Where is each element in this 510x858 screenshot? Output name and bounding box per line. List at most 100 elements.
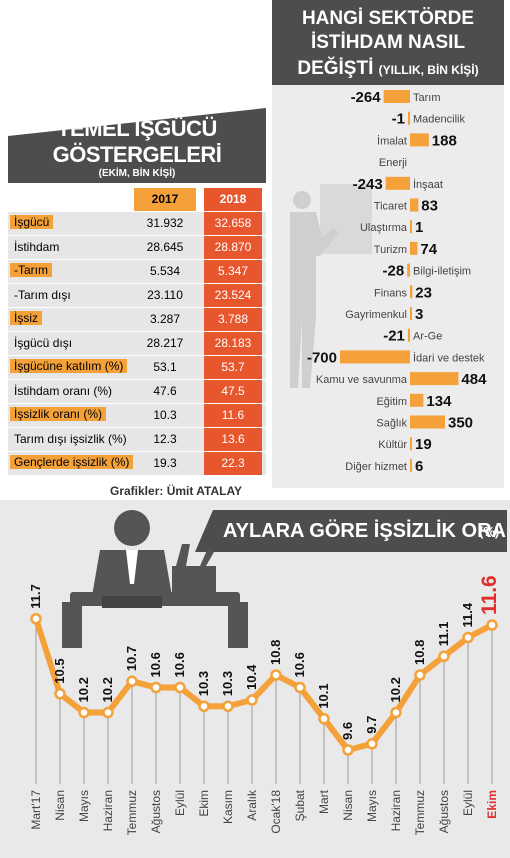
sector-category-label: Ulaştırma xyxy=(360,222,408,234)
x-tick-label: Temmuz xyxy=(413,790,427,835)
sector-value-label: -700 xyxy=(307,349,337,366)
data-point xyxy=(78,706,90,719)
data-point xyxy=(102,706,114,719)
labor-title-line1: TEMEL İŞGÜCÜ xyxy=(57,116,217,141)
table-row-2018: 11.6 xyxy=(204,404,262,427)
sector-title-box: HANGİ SEKTÖRDE İSTİHDAM NASIL DEĞİŞTİ (Y… xyxy=(272,0,504,85)
x-tick-label: Aralık xyxy=(245,789,259,821)
x-tick-label: Eylül xyxy=(173,790,187,816)
table-row-label: -Tarım dışı xyxy=(14,288,71,302)
sector-value-label: 134 xyxy=(426,393,452,410)
monthly-title: AYLARA GÖRE İŞSİZLİK ORANI xyxy=(223,520,510,542)
data-label: 10.7 xyxy=(124,646,139,671)
sector-category-label: Madencilik xyxy=(413,114,465,126)
sector-bar xyxy=(407,328,410,342)
x-tick-label: Mayıs xyxy=(365,790,379,822)
data-label: 10.8 xyxy=(412,640,427,665)
data-point xyxy=(438,650,450,662)
data-label: 10.1 xyxy=(316,683,331,708)
table-row-label: -Tarım xyxy=(10,263,52,277)
x-tick-label: Şubat xyxy=(293,789,307,821)
table-row-2018: 23.524 xyxy=(204,284,262,307)
sector-category-label: İmalat xyxy=(377,134,407,147)
sector-category-label: Ticaret xyxy=(374,201,407,213)
table-row: -Tarım 5.534 5.347 xyxy=(8,260,266,284)
sector-bar xyxy=(410,372,459,386)
data-label: 11.6 xyxy=(478,575,501,615)
header-2018: 2018 xyxy=(204,188,262,211)
sector-category-label: Sağlık xyxy=(376,418,407,430)
data-point xyxy=(222,700,234,712)
data-label: 11.1 xyxy=(436,622,451,647)
sector-panel: HANGİ SEKTÖRDE İSTİHDAM NASIL DEĞİŞTİ (Y… xyxy=(272,0,504,488)
data-label: 10.6 xyxy=(148,652,163,677)
data-point xyxy=(318,713,330,725)
presenter-silhouette-icon xyxy=(290,184,372,388)
table-row-2017: 3.287 xyxy=(149,312,181,326)
sector-title-line2: İSTİHDAM NASIL xyxy=(310,32,466,53)
table-row-2017: 5.534 xyxy=(149,264,181,278)
table-row-2017: 28.217 xyxy=(146,336,184,350)
worried-man-icon xyxy=(62,510,248,648)
data-label: 10.3 xyxy=(220,671,235,696)
table-row: İşsiz 3.287 3.788 xyxy=(8,308,266,332)
header-2017: 2017 xyxy=(134,188,196,211)
labor-subtitle: (EKİM, BİN KİŞİ) xyxy=(98,168,176,179)
sector-category-label: Tarım xyxy=(413,92,441,104)
sector-category-label: Gayrimenkul xyxy=(345,309,407,321)
table-row: -Tarım dışı 23.110 23.524 xyxy=(8,284,266,308)
table-row-label: İşsizlik oranı (%) xyxy=(10,407,107,421)
sector-value-label: 484 xyxy=(461,371,487,388)
table-header-row: 2017 2018 xyxy=(8,188,266,212)
sector-category-label: Eğitim xyxy=(376,396,407,408)
table-row-2017: 10.3 xyxy=(153,408,177,422)
box-icon xyxy=(172,544,216,596)
data-label: 10.3 xyxy=(196,671,211,696)
table-row-2017: 12.3 xyxy=(153,432,177,446)
x-tick-label: Ağustos xyxy=(149,790,163,833)
sector-category-label: Ar-Ge xyxy=(413,331,442,343)
x-tick-label: Haziran xyxy=(389,790,403,831)
labor-indicators-panel: TEMEL İŞGÜCÜ GÖSTERGELERİ (EKİM, BİN KİŞ… xyxy=(8,108,266,488)
sector-bar xyxy=(410,393,424,407)
sector-value-label: 74 xyxy=(420,241,437,258)
sector-value-label: -1 xyxy=(392,111,405,128)
labor-indicators-title-box: TEMEL İŞGÜCÜ GÖSTERGELERİ (EKİM, BİN KİŞ… xyxy=(8,108,266,183)
table-row-label: İşsiz xyxy=(10,311,42,325)
monthly-unemployment-panel xyxy=(0,500,510,858)
data-label: 10.6 xyxy=(172,652,187,677)
table-row: Gençlerde işsizlik (%) 19.3 22.3 xyxy=(8,452,266,476)
sector-chart: Tarım -264 Madencilik -1 İmalat 188 Enerji İnşa… xyxy=(290,89,487,475)
sector-value-label: -243 xyxy=(353,176,383,193)
table-row-label: Tarım dışı işsizlik (%) xyxy=(14,432,127,446)
sector-value-label: 19 xyxy=(415,436,432,453)
labor-title-line2: GÖSTERGELERİ xyxy=(52,142,222,167)
data-point xyxy=(246,694,258,706)
sector-value-label: 188 xyxy=(432,132,457,149)
x-tick-label: Ekim xyxy=(485,790,499,819)
sector-bar xyxy=(410,285,413,299)
sector-subtitle: (YILLIK, BİN KİŞİ) xyxy=(378,63,479,77)
sector-value-label: 1 xyxy=(415,219,423,236)
x-tick-label: Eylül xyxy=(461,790,475,816)
x-tick-label: Temmuz xyxy=(125,790,139,835)
sector-bar xyxy=(383,90,410,103)
table-row-2018: 28.870 xyxy=(204,236,262,259)
sector-category-label: Finans xyxy=(374,287,408,299)
table-row-2017: 47.6 xyxy=(153,384,177,398)
table-row-label: İstihdam xyxy=(14,240,60,254)
table-row-label: Gençlerde işsizlik (%) xyxy=(10,455,134,469)
sector-value-label: 350 xyxy=(448,415,473,432)
data-point xyxy=(414,669,426,681)
data-point xyxy=(150,681,162,694)
sector-value-label: 23 xyxy=(415,284,432,301)
sector-title-line3: DEĞİŞTİ xyxy=(297,58,374,79)
table-row-2018: 28.183 xyxy=(204,332,262,355)
x-tick-label: Nisan xyxy=(341,790,355,821)
sector-bar xyxy=(410,241,418,255)
sector-value-label: -28 xyxy=(383,263,405,280)
sector-bar xyxy=(410,133,429,147)
data-label: 9.6 xyxy=(340,722,355,740)
data-point xyxy=(198,700,210,712)
sector-category-label: Kamu ve savunma xyxy=(316,374,408,386)
